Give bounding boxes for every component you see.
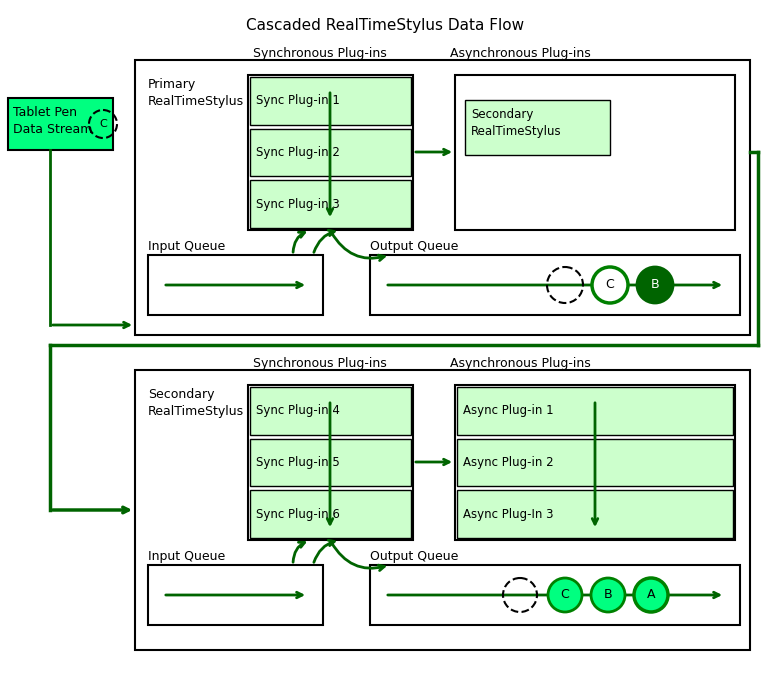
Text: Async Plug-in 2: Async Plug-in 2	[463, 456, 554, 469]
Bar	[465, 100, 610, 155]
Bar	[250, 490, 411, 538]
Text: Sync Plug-in 4: Sync Plug-in 4	[256, 405, 340, 418]
Bar	[250, 180, 411, 228]
Bar	[250, 129, 411, 176]
Circle shape	[591, 578, 625, 612]
Text: A: A	[647, 588, 655, 602]
Text: Sync Plug-in 6: Sync Plug-in 6	[256, 508, 340, 521]
Bar	[455, 75, 735, 230]
Bar	[248, 75, 413, 230]
Text: Async Plug-in 1: Async Plug-in 1	[463, 405, 554, 418]
Text: Output Queue: Output Queue	[370, 240, 459, 253]
Text: Secondary
RealTimeStylus: Secondary RealTimeStylus	[471, 108, 561, 138]
Bar	[457, 490, 733, 538]
Circle shape	[548, 578, 582, 612]
Bar	[370, 255, 740, 315]
Circle shape	[592, 267, 628, 303]
Text: Input Queue: Input Queue	[148, 550, 225, 563]
Bar	[8, 98, 113, 150]
Text: Sync Plug-in 2: Sync Plug-in 2	[256, 146, 340, 159]
Bar	[148, 255, 323, 315]
Text: Async Plug-In 3: Async Plug-In 3	[463, 508, 554, 521]
Bar	[248, 385, 413, 540]
Bar	[457, 439, 733, 486]
Bar	[250, 439, 411, 486]
Text: C: C	[561, 588, 569, 602]
Text: B: B	[651, 279, 659, 292]
Bar	[135, 370, 750, 650]
Text: Synchronous Plug-ins: Synchronous Plug-ins	[253, 357, 387, 370]
Text: Output Queue: Output Queue	[370, 550, 459, 563]
Text: Tablet Pen
Data Stream: Tablet Pen Data Stream	[13, 106, 93, 136]
Text: Input Queue: Input Queue	[148, 240, 225, 253]
Bar	[457, 387, 733, 435]
Text: B: B	[604, 588, 612, 602]
Circle shape	[637, 267, 673, 303]
Text: Secondary
RealTimeStylus: Secondary RealTimeStylus	[148, 388, 244, 418]
Text: Cascaded RealTimeStylus Data Flow: Cascaded RealTimeStylus Data Flow	[246, 18, 524, 33]
Text: Primary
RealTimeStylus: Primary RealTimeStylus	[148, 78, 244, 108]
Text: C: C	[606, 279, 614, 292]
Circle shape	[634, 578, 668, 612]
Text: Sync Plug-in 5: Sync Plug-in 5	[256, 456, 340, 469]
Bar	[370, 565, 740, 625]
Bar	[135, 60, 750, 335]
Text: Asynchronous Plug-ins: Asynchronous Plug-ins	[449, 47, 591, 60]
Bar	[250, 77, 411, 124]
Text: C: C	[99, 119, 107, 129]
Bar	[455, 385, 735, 540]
Bar	[148, 565, 323, 625]
Text: Sync Plug-in 3: Sync Plug-in 3	[256, 198, 340, 211]
Text: Synchronous Plug-ins: Synchronous Plug-ins	[253, 47, 387, 60]
Text: Sync Plug-in 1: Sync Plug-in 1	[256, 95, 340, 107]
Bar	[250, 387, 411, 435]
Text: Asynchronous Plug-ins: Asynchronous Plug-ins	[449, 357, 591, 370]
